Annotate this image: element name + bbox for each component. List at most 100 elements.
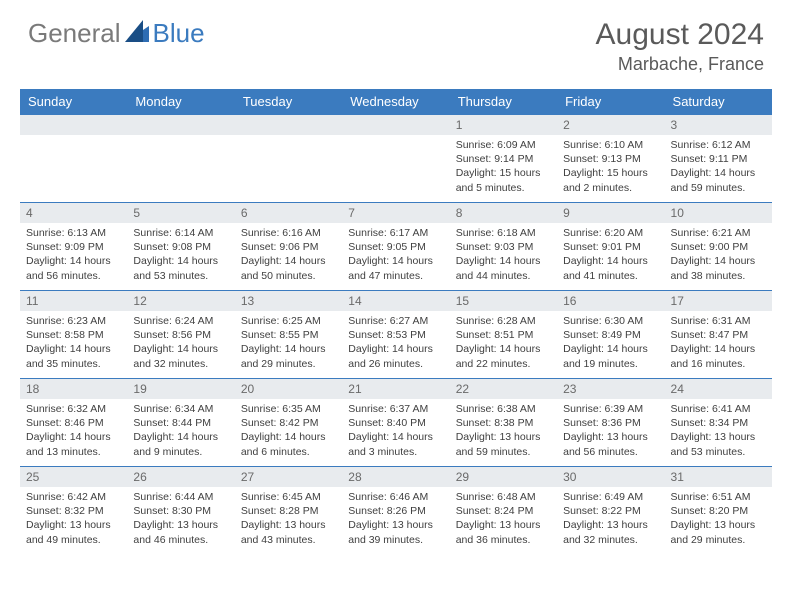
sunrise-text: Sunrise: 6:17 AM — [348, 226, 443, 240]
day-data: Sunrise: 6:10 AMSunset: 9:13 PMDaylight:… — [557, 135, 664, 199]
calendar-cell: 27Sunrise: 6:45 AMSunset: 8:28 PMDayligh… — [235, 466, 342, 554]
day-data: Sunrise: 6:17 AMSunset: 9:05 PMDaylight:… — [342, 223, 449, 287]
sunrise-text: Sunrise: 6:28 AM — [456, 314, 551, 328]
sunset-text: Sunset: 9:06 PM — [241, 240, 336, 254]
sunrise-text: Sunrise: 6:38 AM — [456, 402, 551, 416]
daylight-text: Daylight: 14 hours and 32 minutes. — [133, 342, 228, 370]
day-data: Sunrise: 6:14 AMSunset: 9:08 PMDaylight:… — [127, 223, 234, 287]
day-data: Sunrise: 6:45 AMSunset: 8:28 PMDaylight:… — [235, 487, 342, 551]
day-data: Sunrise: 6:38 AMSunset: 8:38 PMDaylight:… — [450, 399, 557, 463]
day-data: Sunrise: 6:30 AMSunset: 8:49 PMDaylight:… — [557, 311, 664, 375]
day-header: Sunday — [20, 89, 127, 114]
calendar-cell: 21Sunrise: 6:37 AMSunset: 8:40 PMDayligh… — [342, 378, 449, 466]
day-number: 1 — [450, 114, 557, 135]
daylight-text: Daylight: 14 hours and 59 minutes. — [671, 166, 766, 194]
sunrise-text: Sunrise: 6:27 AM — [348, 314, 443, 328]
day-number: 30 — [557, 466, 664, 487]
calendar-body: 1 Sunrise: 6:09 AMSunset: 9:14 PM Daylight… — [20, 114, 772, 554]
calendar-cell: 8Sunrise: 6:18 AMSunset: 9:03 PMDaylight… — [450, 202, 557, 290]
sunset-text: Sunset: 8:55 PM — [241, 328, 336, 342]
daylight-text: Daylight: 15 hours and 2 minutes. — [563, 166, 658, 194]
calendar-cell: 31Sunrise: 6:51 AMSunset: 8:20 PMDayligh… — [665, 466, 772, 554]
sunrise-text: Sunrise: 6:09 AM — [456, 138, 551, 152]
daylight-text: Daylight: 14 hours and 50 minutes. — [241, 254, 336, 282]
daylight-text: Daylight: 14 hours and 3 minutes. — [348, 430, 443, 458]
day-number: 7 — [342, 202, 449, 223]
calendar-week: 18Sunrise: 6:32 AMSunset: 8:46 PMDayligh… — [20, 378, 772, 466]
calendar-cell: 3Sunrise: 6:12 AMSunset: 9:11 PMDaylight… — [665, 114, 772, 202]
calendar-cell: 16Sunrise: 6:30 AMSunset: 8:49 PMDayligh… — [557, 290, 664, 378]
empty-daynum-bar — [235, 114, 342, 135]
sunset-text: Sunset: 8:36 PM — [563, 416, 658, 430]
day-data: Sunrise: 6:18 AMSunset: 9:03 PMDaylight:… — [450, 223, 557, 287]
day-number: 14 — [342, 290, 449, 311]
calendar-cell — [20, 114, 127, 202]
daylight-text: Daylight: 14 hours and 6 minutes. — [241, 430, 336, 458]
calendar-week: 11Sunrise: 6:23 AMSunset: 8:58 PMDayligh… — [20, 290, 772, 378]
calendar-week: 1 Sunrise: 6:09 AMSunset: 9:14 PM Daylight… — [20, 114, 772, 202]
empty-daynum-bar — [127, 114, 234, 135]
sunset-text: Sunset: 9:14 PM — [456, 152, 551, 166]
day-number: 23 — [557, 378, 664, 399]
day-data: Sunrise: 6:23 AMSunset: 8:58 PMDaylight:… — [20, 311, 127, 375]
calendar-cell: 28Sunrise: 6:46 AMSunset: 8:26 PMDayligh… — [342, 466, 449, 554]
daylight-text: Daylight: 14 hours and 9 minutes. — [133, 430, 228, 458]
sunrise-text: Sunrise: 6:32 AM — [26, 402, 121, 416]
title-block: August 2024 Marbache, France — [596, 18, 764, 75]
day-data: Sunrise: 6:46 AMSunset: 8:26 PMDaylight:… — [342, 487, 449, 551]
day-number: 2 — [557, 114, 664, 135]
daylight-text: Daylight: 14 hours and 19 minutes. — [563, 342, 658, 370]
calendar-cell: 29Sunrise: 6:48 AMSunset: 8:24 PMDayligh… — [450, 466, 557, 554]
calendar-cell — [342, 114, 449, 202]
day-number: 26 — [127, 466, 234, 487]
daylight-text: Daylight: 14 hours and 41 minutes. — [563, 254, 658, 282]
day-number: 27 — [235, 466, 342, 487]
daylight-text: Daylight: 14 hours and 26 minutes. — [348, 342, 443, 370]
day-number: 21 — [342, 378, 449, 399]
daylight-text: Daylight: 13 hours and 49 minutes. — [26, 518, 121, 546]
sunset-text: Sunset: 9:00 PM — [671, 240, 766, 254]
sunset-text: Sunset: 8:58 PM — [26, 328, 121, 342]
sunrise-text: Sunrise: 6:51 AM — [671, 490, 766, 504]
day-number: 11 — [20, 290, 127, 311]
daylight-text: Daylight: 13 hours and 36 minutes. — [456, 518, 551, 546]
daylight-text: Daylight: 14 hours and 56 minutes. — [26, 254, 121, 282]
sunrise-text: Sunrise: 6:39 AM — [563, 402, 658, 416]
sunrise-text: Sunrise: 6:16 AM — [241, 226, 336, 240]
sunrise-text: Sunrise: 6:21 AM — [671, 226, 766, 240]
day-data: Sunrise: 6:44 AMSunset: 8:30 PMDaylight:… — [127, 487, 234, 551]
sunrise-text: Sunrise: 6:23 AM — [26, 314, 121, 328]
calendar-header-row: SundayMondayTuesdayWednesdayThursdayFrid… — [20, 89, 772, 114]
logo-text-blue: Blue — [153, 18, 205, 49]
day-number: 17 — [665, 290, 772, 311]
sunset-text: Sunset: 8:32 PM — [26, 504, 121, 518]
calendar-cell: 18Sunrise: 6:32 AMSunset: 8:46 PMDayligh… — [20, 378, 127, 466]
daylight-text: Daylight: 14 hours and 38 minutes. — [671, 254, 766, 282]
calendar-cell: 30Sunrise: 6:49 AMSunset: 8:22 PMDayligh… — [557, 466, 664, 554]
day-number: 4 — [20, 202, 127, 223]
calendar-cell: 26Sunrise: 6:44 AMSunset: 8:30 PMDayligh… — [127, 466, 234, 554]
calendar-cell: 22Sunrise: 6:38 AMSunset: 8:38 PMDayligh… — [450, 378, 557, 466]
calendar-cell: 24Sunrise: 6:41 AMSunset: 8:34 PMDayligh… — [665, 378, 772, 466]
daylight-text: Daylight: 14 hours and 29 minutes. — [241, 342, 336, 370]
sunrise-text: Sunrise: 6:25 AM — [241, 314, 336, 328]
calendar-cell — [235, 114, 342, 202]
daylight-text: Daylight: 14 hours and 22 minutes. — [456, 342, 551, 370]
sunset-text: Sunset: 8:42 PM — [241, 416, 336, 430]
sunset-text: Sunset: 9:05 PM — [348, 240, 443, 254]
sunset-text: Sunset: 9:09 PM — [26, 240, 121, 254]
day-number: 20 — [235, 378, 342, 399]
calendar-cell: 20Sunrise: 6:35 AMSunset: 8:42 PMDayligh… — [235, 378, 342, 466]
daylight-text: Daylight: 13 hours and 56 minutes. — [563, 430, 658, 458]
sunset-text: Sunset: 8:49 PM — [563, 328, 658, 342]
daylight-text: Daylight: 13 hours and 29 minutes. — [671, 518, 766, 546]
day-number: 13 — [235, 290, 342, 311]
day-number: 3 — [665, 114, 772, 135]
day-number: 6 — [235, 202, 342, 223]
day-data: Sunrise: 6:48 AMSunset: 8:24 PMDaylight:… — [450, 487, 557, 551]
calendar-week: 25Sunrise: 6:42 AMSunset: 8:32 PMDayligh… — [20, 466, 772, 554]
logo-text-general: General — [28, 18, 121, 49]
sunset-text: Sunset: 8:34 PM — [671, 416, 766, 430]
calendar-cell: 17Sunrise: 6:31 AMSunset: 8:47 PMDayligh… — [665, 290, 772, 378]
calendar-cell: 11Sunrise: 6:23 AMSunset: 8:58 PMDayligh… — [20, 290, 127, 378]
